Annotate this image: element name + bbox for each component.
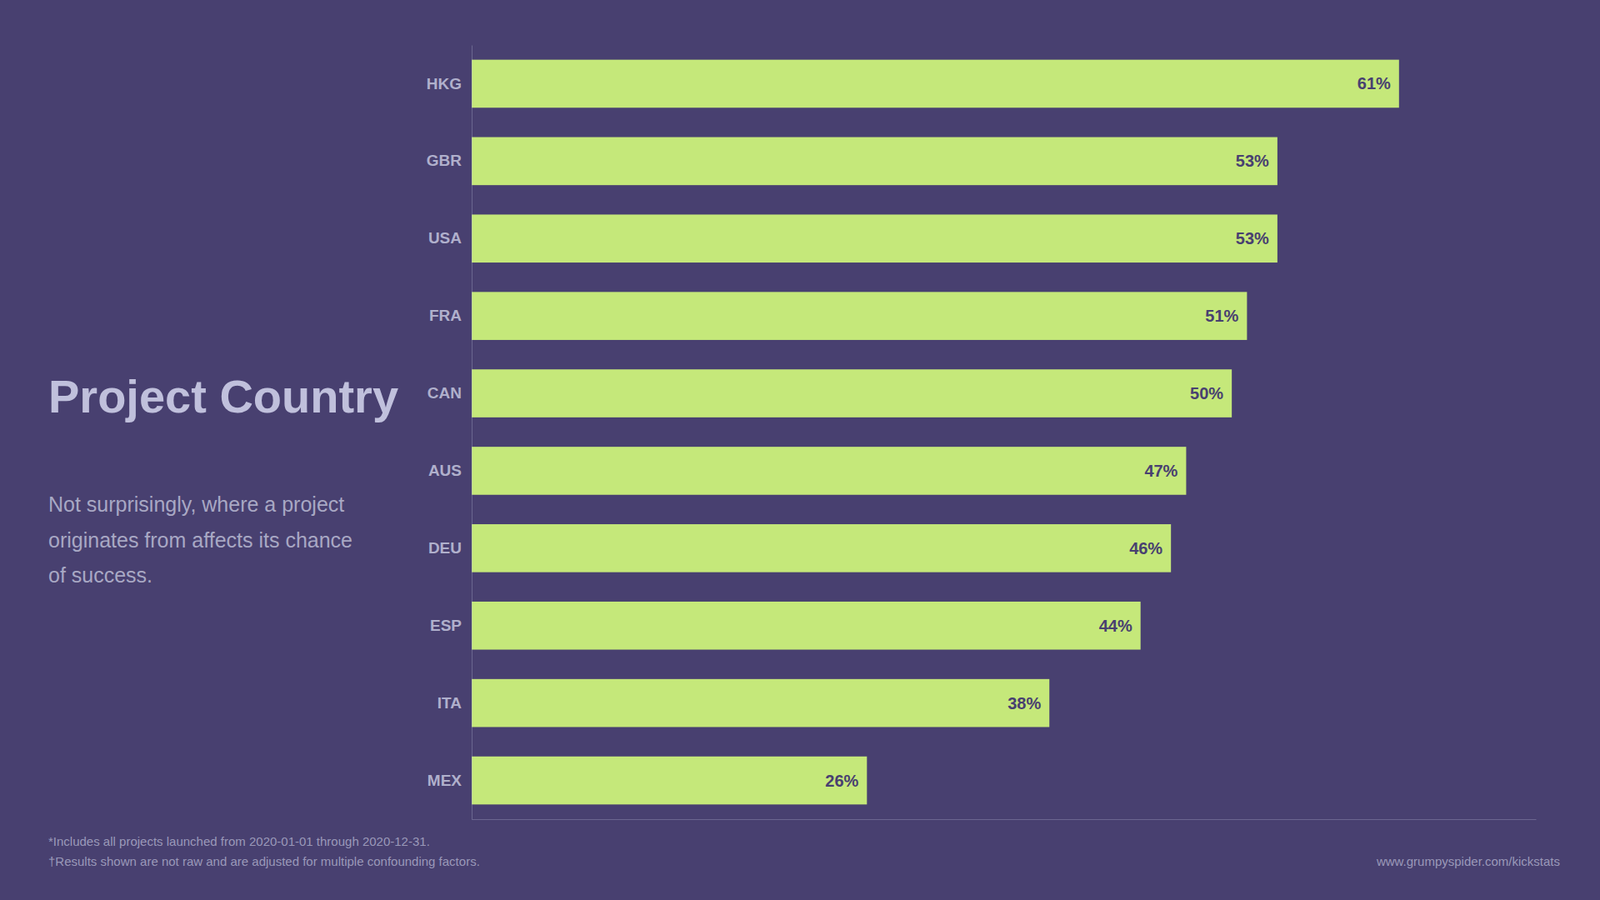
bar (471, 137, 1278, 186)
y-tick: MEX (427, 771, 463, 790)
y-tick: CAN (427, 384, 462, 402)
bar (471, 214, 1278, 263)
x-axis-line (472, 819, 1537, 820)
y-tick: USA (428, 229, 462, 247)
y-tick-label: HKG (426, 75, 462, 93)
y-tick: ESP (430, 616, 462, 635)
subtitle: Not surprisingly, where a project origina… (48, 492, 353, 587)
bar (471, 679, 1050, 728)
y-tick-label: ITA (437, 694, 462, 712)
title: Project Country (48, 370, 399, 423)
data-label: 46% (1129, 539, 1163, 558)
bar (471, 369, 1232, 418)
bar (471, 756, 867, 805)
y-axis: HKG GBR USA FRA CAN AUS DEU ESP ITA MEX (426, 45, 473, 820)
y-tick-label: DEU (428, 539, 462, 557)
plot-area: 61% 53% 53% 51% 50% 47% 46% 44% 38% 26% HKG GBR USA F… (426, 45, 1537, 820)
subtitle-line: originates from affects its chance (48, 528, 353, 552)
data-label: 53% (1235, 229, 1270, 248)
y-tick-label: MEX (427, 771, 463, 790)
y-tick-label: AUS (428, 461, 462, 480)
bar (471, 446, 1186, 495)
footnote: †Results shown are not raw and are adjus… (48, 854, 480, 869)
y-tick: ITA (437, 694, 462, 712)
y-tick: AUS (428, 461, 462, 480)
data-label: 44% (1099, 616, 1133, 635)
data-label: 50% (1190, 384, 1224, 403)
data-label: 38% (1007, 694, 1041, 713)
y-tick: HKG (426, 75, 462, 93)
bars (471, 60, 1400, 805)
y-tick: DEU (428, 539, 462, 557)
footnote: *Includes all projects launched from 202… (48, 834, 430, 849)
chart-svg: 61% 53% 53% 51% 50% 47% 46% 44% 38% 26% HKG GBR USA F… (0, 0, 1600, 900)
data-label: 53% (1235, 151, 1270, 170)
y-tick: FRA (429, 306, 462, 325)
data-label: 47% (1144, 461, 1178, 480)
bar (471, 291, 1247, 340)
y-tick-label: ESP (430, 616, 462, 635)
bar (471, 524, 1171, 573)
subtitle-line: of success. (48, 563, 153, 587)
bar (471, 601, 1141, 650)
data-label: 61% (1357, 74, 1391, 93)
data-label: 26% (825, 771, 859, 790)
data-label: 51% (1205, 306, 1239, 325)
y-tick-label: GBR (426, 151, 463, 170)
subtitle-line: Not surprisingly, where a project (48, 492, 345, 516)
bar (471, 60, 1400, 109)
y-tick-label: FRA (429, 306, 462, 325)
y-tick-label: USA (428, 229, 462, 247)
y-axis-line (471, 45, 473, 820)
x-axis (472, 819, 1537, 820)
y-tick: GBR (426, 151, 463, 170)
data-labels: 61% 53% 53% 51% 50% 47% 46% 44% 38% 26% (825, 74, 1391, 790)
background (0, 0, 1600, 900)
y-tick-label: CAN (427, 384, 462, 402)
watermark: www.grumpyspider.com/kickstats (1375, 854, 1560, 869)
